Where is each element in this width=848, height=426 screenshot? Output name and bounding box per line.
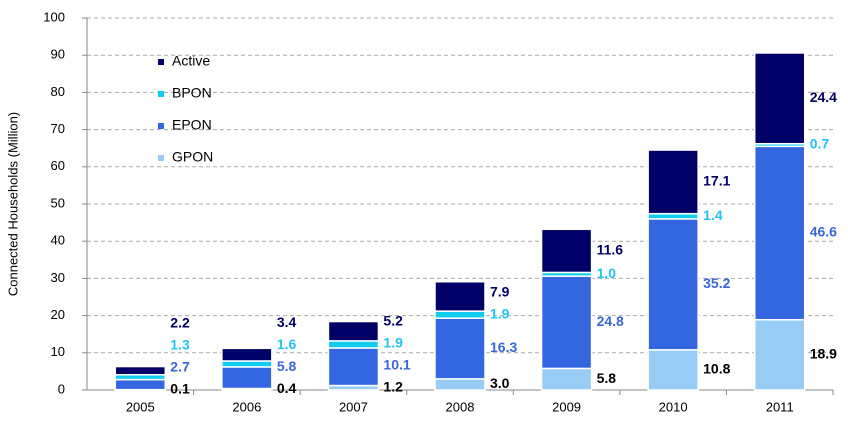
bar-segment	[647, 349, 699, 391]
x-tick-label: 2006	[232, 399, 261, 414]
value-label: 16.3	[490, 339, 517, 355]
x-tick-label: 2007	[339, 399, 368, 414]
bar-segment	[647, 212, 699, 220]
value-label: 17.1	[703, 173, 730, 189]
value-label: 1.9	[383, 334, 403, 350]
value-label: 24.8	[597, 313, 624, 329]
value-label: 46.6	[810, 224, 837, 240]
bar-segment	[540, 367, 593, 391]
y-axis-label: Connected Households (Million)	[5, 112, 20, 296]
value-label: 1.0	[597, 265, 617, 281]
y-tick-label: 90	[51, 47, 65, 62]
x-tick-label: 2005	[126, 399, 155, 414]
value-label: 10.8	[703, 361, 730, 377]
legend-label: BPON	[172, 85, 212, 101]
bar-segment	[753, 52, 806, 145]
y-tick-label: 60	[51, 158, 65, 173]
value-label: 1.6	[277, 336, 297, 352]
value-label: 1.9	[490, 305, 510, 321]
bar-segment	[114, 365, 167, 376]
value-label: 0.7	[810, 136, 830, 152]
y-tick-label: 40	[51, 233, 65, 248]
value-label: 35.2	[703, 275, 730, 291]
value-label: 3.0	[490, 375, 510, 391]
value-label: 1.3	[170, 337, 190, 353]
y-tick-label: 10	[51, 344, 65, 359]
bar-segment	[540, 275, 593, 370]
x-tick-label: 2009	[552, 399, 581, 414]
y-tick-label: 50	[51, 195, 65, 210]
legend-swatch	[158, 123, 164, 129]
x-tick-label: 2008	[446, 399, 475, 414]
bar-segment	[434, 280, 486, 312]
bar-segment	[327, 340, 380, 349]
value-label: 7.9	[490, 283, 510, 299]
bar-segment	[114, 378, 167, 391]
bar-segment	[221, 360, 273, 368]
bar-segment	[434, 317, 486, 380]
y-tick-label: 80	[51, 84, 65, 99]
y-tick-label: 100	[43, 9, 65, 24]
value-label: 18.9	[810, 346, 837, 362]
value-label: 5.8	[277, 358, 297, 374]
value-label: 0.4	[277, 380, 297, 396]
y-tick-label: 0	[58, 381, 65, 396]
legend-swatch	[158, 59, 164, 65]
legend-label: GPON	[172, 149, 213, 165]
value-label: 0.1	[170, 381, 190, 397]
value-label: 5.8	[597, 370, 617, 386]
bar-segment	[753, 145, 806, 321]
value-label: 3.4	[277, 314, 297, 330]
value-label: 1.2	[383, 378, 403, 394]
bar-segment	[327, 347, 380, 387]
legend-swatch	[158, 155, 164, 161]
legend-swatch	[158, 91, 164, 97]
value-label: 5.2	[383, 312, 403, 328]
y-tick-label: 70	[51, 121, 65, 136]
legend-label: EPON	[172, 117, 212, 133]
value-label: 1.4	[703, 207, 723, 223]
bar-segment	[221, 347, 273, 362]
bar-segment	[753, 318, 806, 391]
y-tick-label: 30	[51, 270, 65, 285]
value-label: 2.7	[170, 359, 190, 375]
value-label: 11.6	[597, 242, 624, 258]
value-label: 24.4	[810, 89, 837, 105]
bar-segment	[327, 320, 380, 342]
x-tick-label: 2011	[766, 399, 794, 414]
x-tick-label: 2010	[659, 399, 688, 414]
bar-segment	[221, 366, 273, 390]
bar-segment	[540, 228, 593, 274]
legend-label: Active	[172, 53, 210, 69]
value-label: 2.2	[170, 315, 190, 331]
bar-segment	[434, 310, 486, 319]
y-tick-label: 20	[51, 307, 65, 322]
bar-segment	[647, 149, 699, 215]
bar-segment	[647, 218, 699, 351]
bar-segment	[434, 378, 486, 391]
value-label: 10.1	[383, 356, 410, 372]
